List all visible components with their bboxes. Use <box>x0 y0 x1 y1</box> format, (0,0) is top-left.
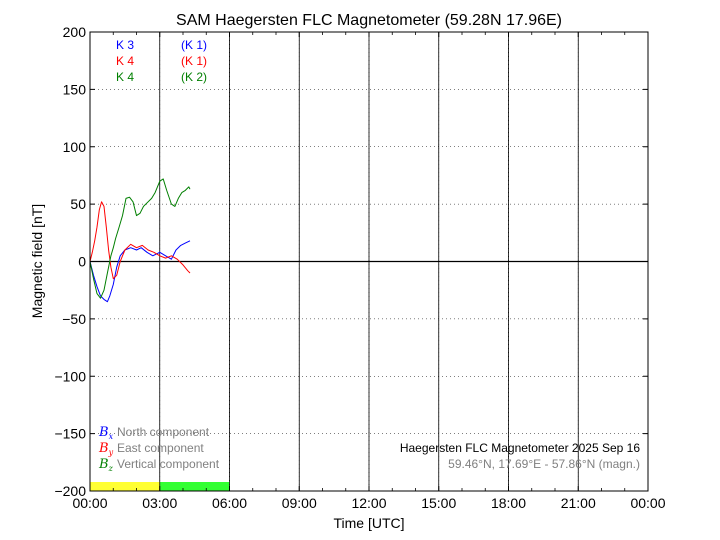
legend-symbol-north: Bx <box>98 425 114 441</box>
k-index-east: K 4 <box>116 54 134 68</box>
y-tick-label: 150 <box>63 81 87 97</box>
activity-segment <box>159 482 230 491</box>
coordinates-annotation: 59.46°N, 17.69°E - 57.86°N (magn.) <box>448 457 640 471</box>
k-index-north-2: (K 1) <box>181 38 207 52</box>
k-index-north: K 3 <box>116 38 134 52</box>
k-index-vertical-2: (K 2) <box>181 70 207 84</box>
k-index-east-2: (K 1) <box>181 54 207 68</box>
x-tick-label: 00:00 <box>72 495 107 511</box>
k-index-column-1: K 3 K 4 K 4 <box>116 38 134 84</box>
k-index-vertical: K 4 <box>116 70 134 84</box>
x-tick-label: 06:00 <box>212 495 247 511</box>
y-axis-label: Magnetic field [nT] <box>29 204 45 318</box>
station-annotation: Haegersten FLC Magnetometer 2025 Sep 16 <box>400 441 640 455</box>
y-tick-label: −100 <box>54 368 86 384</box>
y-tick-label: −200 <box>54 483 86 499</box>
legend-symbol-east: By <box>98 441 114 457</box>
y-tick-label: −150 <box>54 426 86 442</box>
x-tick-label: 09:00 <box>282 495 317 511</box>
y-tick-label: 0 <box>78 254 86 270</box>
activity-segment <box>90 482 160 491</box>
y-tick-label: −50 <box>62 311 86 327</box>
k-index-column-2: (K 1) (K 1) (K 2) <box>181 38 207 84</box>
chart-title: SAM Haegersten FLC Magnetometer (59.28N … <box>176 12 562 29</box>
x-axis-label: Time [UTC] <box>333 515 404 531</box>
series-line-z <box>89 178 191 299</box>
x-tick-label: 15:00 <box>421 495 456 511</box>
x-tick-label: 12:00 <box>351 495 386 511</box>
legend-label-north: North component <box>117 425 210 439</box>
x-tick-label: 00:00 <box>630 495 665 511</box>
legend-label-east: East component <box>117 441 204 455</box>
activity-bar <box>90 482 230 491</box>
x-tick-label: 03:00 <box>142 495 177 511</box>
y-tick-label: 100 <box>63 139 87 155</box>
legend: Bx North component By East component Bz … <box>98 425 220 473</box>
legend-symbol-vertical: Bz <box>98 457 114 473</box>
series-lines <box>89 178 191 303</box>
ticks: −200 −150 −100 −50 0 50 100 150 200 00:00 03:00 06:… <box>54 24 665 511</box>
x-tick-label: 18:00 <box>491 495 526 511</box>
legend-label-vertical: Vertical component <box>117 457 220 471</box>
y-tick-label: 200 <box>63 24 87 40</box>
series-line-y <box>89 201 191 280</box>
x-tick-label: 21:00 <box>561 495 596 511</box>
y-tick-label: 50 <box>70 196 86 212</box>
